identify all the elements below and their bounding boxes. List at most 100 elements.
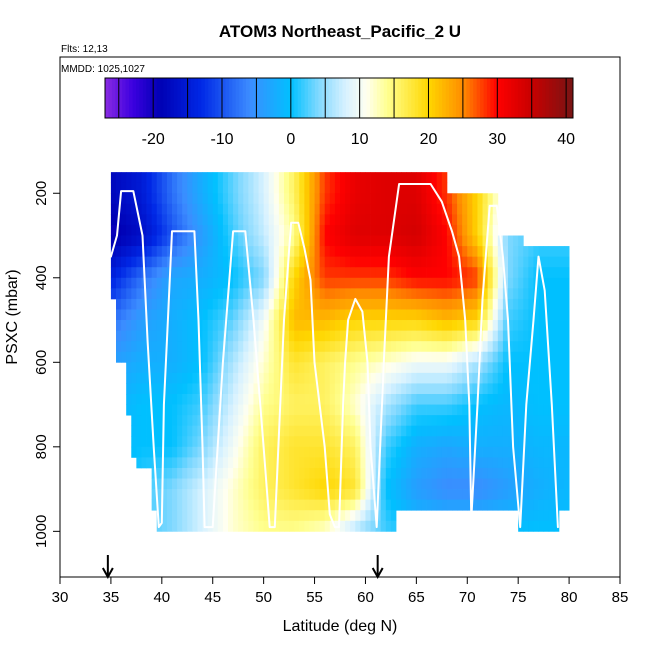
heatmap-cell [513,309,519,321]
heatmap-cell [166,372,173,384]
heatmap-cell [243,383,249,395]
heatmap-cell [141,235,147,247]
heatmap-cell [431,203,438,215]
heatmap-cell [345,489,351,501]
heatmap-cell [508,499,514,511]
heatmap-cell [431,267,438,279]
heatmap-cell [533,489,539,501]
heatmap-cell [502,425,509,437]
heatmap-cell [543,256,550,268]
heatmap-cell [294,394,300,405]
heatmap-cell [228,415,234,427]
colorbar-strip [421,78,426,118]
heatmap-cell [360,520,366,532]
heatmap-cell [243,182,249,194]
heatmap-cell [131,214,137,226]
heatmap-cell [182,499,188,511]
heatmap-cell [396,203,402,215]
heatmap-cell [518,372,524,384]
heatmap-cell [538,478,545,490]
heatmap-cell [177,267,183,279]
heatmap-cell [248,446,254,458]
heatmap-cell [238,309,244,321]
heatmap-cell [436,235,443,247]
heatmap-cell [172,394,178,405]
heatmap-cell [462,298,468,310]
heatmap-cell [222,172,229,184]
heatmap-cell [492,394,499,405]
heatmap-cell [172,415,178,427]
heatmap-cell [182,172,188,184]
heatmap-cell [217,224,224,236]
heatmap-cell [477,193,483,205]
colorbar-strip [473,78,478,118]
heatmap-cell [294,309,300,321]
heatmap-cell [411,499,417,511]
heatmap-cell [497,394,504,405]
x-axis: 30 35 40 45 50 55 60 65 70 75 80 85 [52,577,628,606]
heatmap-cell [294,383,300,395]
heatmap-cell [243,341,249,353]
heatmap-cell [197,320,203,332]
heatmap-cell [533,436,539,448]
heatmap-cell [452,330,458,342]
heatmap-cell [309,203,315,215]
heatmap-cell [355,351,361,363]
heatmap-cell [202,182,209,194]
heatmap-cell [487,288,494,300]
heatmap-cell [462,446,468,458]
heatmap-cell [441,320,448,332]
heatmap-cell [360,214,366,226]
heatmap-cell [212,330,219,342]
heatmap-cell [212,425,219,437]
heatmap-cell [299,457,305,469]
heatmap-cell [126,341,132,353]
heatmap-cell [217,425,224,437]
heatmap-cell [299,203,305,215]
heatmap-cell [177,436,183,448]
heatmap-cell [370,446,377,458]
heatmap-cell [462,457,468,469]
heatmap-cell [482,351,489,363]
colorbar-strip [332,78,336,118]
heatmap-cell [192,362,198,374]
heatmap-cell [299,499,305,511]
heatmap-cell [523,372,529,384]
heatmap-cell [329,172,336,184]
heatmap-cell [553,298,560,310]
heatmap-cell [436,246,443,258]
heatmap-cell [136,246,142,258]
heatmap-cell [222,457,229,469]
heatmap-cell [233,415,239,427]
heatmap-cell [329,520,336,532]
heatmap-cell [457,203,463,215]
heatmap-cell [258,309,265,321]
heatmap-cell [421,362,427,374]
colorbar-strip [507,78,512,118]
heatmap-cell [334,267,341,279]
heatmap-cell [329,288,336,300]
colorbar-strip [118,78,123,118]
heatmap-cell [177,372,183,384]
heatmap-cell [233,436,239,448]
heatmap-cell [365,478,371,490]
heatmap-cell [278,320,285,332]
heatmap-cell [340,372,346,384]
heatmap-cell [197,235,203,247]
heatmap-cell [136,193,142,205]
heatmap-cell [345,446,351,458]
colorbar-strip [497,78,502,118]
heatmap-cell [324,520,331,532]
heatmap-cell [299,394,305,405]
heatmap-cell [116,309,122,321]
heatmap-cell [304,446,310,458]
heatmap-cell [289,510,295,522]
heatmap-cell [324,277,331,289]
colorbar-strip [314,78,319,118]
heatmap-cell [334,394,341,405]
heatmap-cell [197,510,203,522]
heatmap-cell [243,256,249,268]
heatmap-cell [518,267,524,279]
heatmap-cell [477,309,483,321]
heatmap-cell [161,330,168,342]
